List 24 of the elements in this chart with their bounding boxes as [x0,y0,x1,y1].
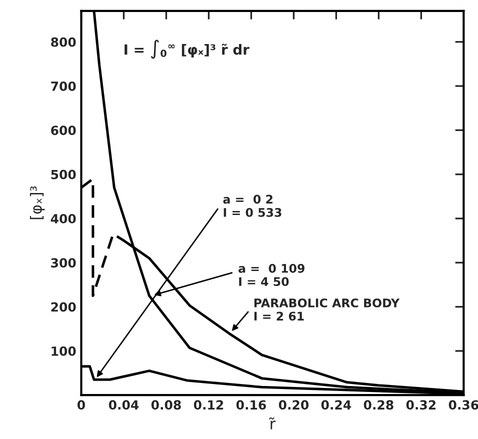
y-tick-label: 600 [51,126,76,136]
x-tick-label: 0.32 [406,400,436,410]
y-tick-label: 300 [51,258,76,268]
x-tick-label: 0.36 [448,400,478,410]
y-tick-label: 400 [50,214,76,224]
y-tick-label: 200 [51,302,76,312]
x-tick-label: 0.12 [194,400,224,410]
x-tick-label: 0.16 [236,400,266,410]
y-tick-label: 800 [51,37,76,47]
annotation: a = 0 109 I = 4 50 [238,264,304,286]
annotation: a = 0 2 I = 0 533 [223,194,282,217]
y-axis-title: [φₓ]³ [30,186,45,220]
y-tick-label: 500 [51,170,76,180]
x-tick-label: 0 [78,400,86,410]
x-tick-label: 0.20 [278,400,309,410]
x-tick-label: 0.04 [108,400,139,410]
annotation: PARABOLIC ARC BODY I = 2 61 [254,298,400,321]
x-tick-label: 0.28 [364,400,394,410]
y-tick-label: 100 [52,346,76,356]
x-tick-label: 0.24 [321,400,352,410]
x-tick-label: 0.08 [151,400,181,410]
y-tick-label: 700 [51,82,76,91]
x-axis-title: r̃ [269,417,276,430]
annotation: I = ∫$_{0}$$^{∞}$ [φₓ]³ r̃ dr [124,40,250,59]
